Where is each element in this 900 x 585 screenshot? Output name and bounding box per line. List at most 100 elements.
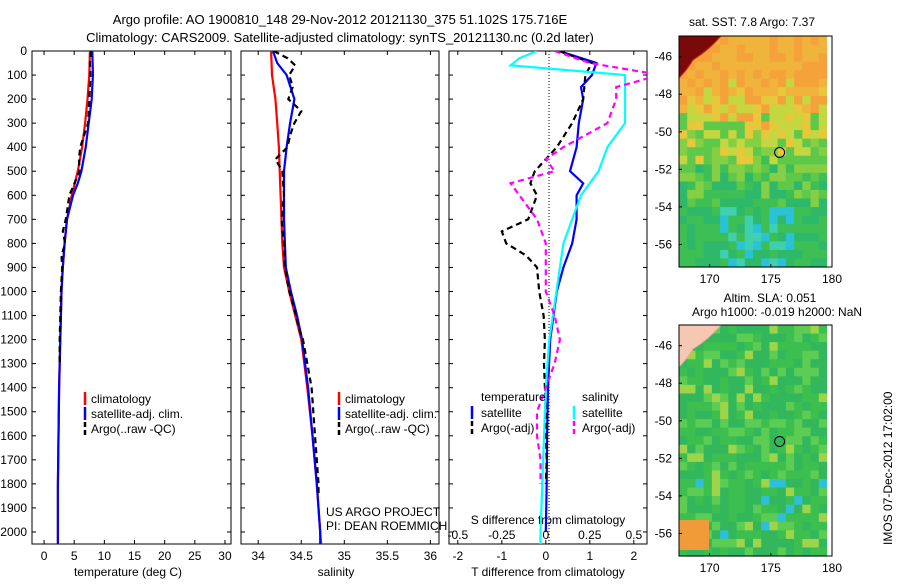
map-cell — [769, 258, 779, 268]
map-cell — [802, 410, 812, 420]
map-cell — [703, 402, 713, 412]
sla-map-lat-tick: -50 — [655, 414, 673, 428]
map-cell — [818, 215, 828, 225]
map-cell — [753, 410, 762, 420]
map-cell — [785, 538, 795, 549]
legend-label: satellite — [582, 406, 623, 420]
map-cell — [753, 95, 762, 106]
sla-map-lon-tick: 170 — [700, 561, 720, 575]
map-cell — [753, 504, 762, 514]
map-cell — [687, 376, 697, 386]
map-cell — [802, 496, 812, 506]
t-difference-x-tick-label: -1 — [496, 549, 507, 563]
map-cell — [679, 207, 688, 217]
map-cell — [744, 241, 754, 251]
map-cell — [720, 155, 729, 165]
map-cell — [818, 198, 828, 208]
map-cell — [810, 232, 820, 242]
map-cell — [711, 78, 721, 88]
map-cell — [818, 121, 828, 131]
map-cell — [728, 164, 738, 174]
map-cell — [711, 479, 721, 489]
map-cell — [810, 461, 820, 472]
map-cell — [744, 513, 754, 523]
map-cell — [720, 393, 729, 403]
map-cell — [818, 470, 828, 480]
map-cell — [785, 130, 795, 140]
map-cell — [794, 113, 803, 123]
map-cell — [818, 36, 828, 46]
map-cell — [728, 402, 738, 412]
salinity-x-tick-label: 35.5 — [376, 549, 400, 563]
map-cell — [711, 249, 721, 260]
land-patch — [678, 35, 723, 80]
map-cell — [744, 427, 754, 437]
map-cell — [794, 258, 803, 268]
depth-tick-label: 700 — [7, 212, 27, 226]
map-cell — [728, 530, 738, 540]
map-cell — [753, 241, 762, 251]
map-cell — [818, 504, 828, 514]
legend-label: climatology — [91, 392, 151, 406]
map-cell — [761, 496, 771, 506]
map-cell — [769, 232, 779, 242]
map-cell — [810, 130, 820, 140]
map-cell — [769, 513, 779, 523]
map-cell — [769, 436, 779, 446]
map-cell — [794, 487, 803, 497]
map-cell — [711, 547, 721, 557]
map-cell — [802, 104, 812, 114]
map-cell — [679, 402, 688, 412]
map-cell — [761, 342, 771, 352]
map-cell — [761, 547, 771, 557]
map-cell — [711, 521, 721, 531]
map-cell — [687, 104, 697, 114]
map-cell — [777, 215, 787, 225]
map-cell — [720, 496, 729, 506]
map-cell — [720, 207, 729, 217]
map-cell — [818, 342, 828, 352]
depth-tick-label: 400 — [7, 140, 27, 154]
map-cell — [818, 350, 828, 360]
map-cell — [810, 53, 820, 63]
map-cell — [785, 530, 795, 540]
map-cell — [703, 164, 713, 174]
depth-tick-label: 300 — [7, 116, 27, 130]
map-cell — [711, 333, 721, 343]
map-cell — [744, 44, 754, 54]
map-cell — [687, 224, 697, 234]
map-cell — [777, 427, 787, 437]
map-cell — [753, 249, 762, 260]
map-cell — [744, 70, 754, 80]
map-cell — [695, 384, 705, 395]
map-cell — [777, 258, 787, 268]
depth-tick-label: 1800 — [0, 477, 27, 491]
difference-legend: temperature salinity satellite Argo(-adj… — [470, 390, 635, 435]
map-cell — [703, 241, 713, 251]
map-cell — [687, 232, 697, 242]
map-cell — [794, 181, 803, 191]
map-cell — [810, 504, 820, 514]
argo-position-marker — [774, 147, 786, 158]
map-cell — [794, 393, 803, 403]
map-cell — [736, 155, 746, 165]
s-difference-x-tick-label: -0.5 — [447, 528, 468, 542]
map-cell — [769, 70, 779, 80]
map-cell — [695, 198, 705, 208]
map-cell — [711, 241, 721, 251]
map-cell — [777, 444, 787, 454]
map-cell — [794, 513, 803, 523]
map-cell — [777, 232, 787, 242]
sst-map-lat-tick: -48 — [655, 87, 673, 101]
map-cell — [687, 198, 697, 208]
map-cell — [711, 350, 721, 360]
map-cell — [785, 333, 795, 343]
map-cell — [736, 138, 746, 148]
map-cell — [720, 359, 729, 369]
difference-panel — [448, 50, 648, 545]
map-cell — [720, 453, 729, 463]
map-cell — [679, 224, 688, 234]
s-difference-x-tick-label: 0.25 — [578, 528, 602, 542]
temperature-legend: climatology satellite-adj. clim. Argo(..… — [83, 392, 183, 436]
map-cell — [679, 121, 688, 131]
